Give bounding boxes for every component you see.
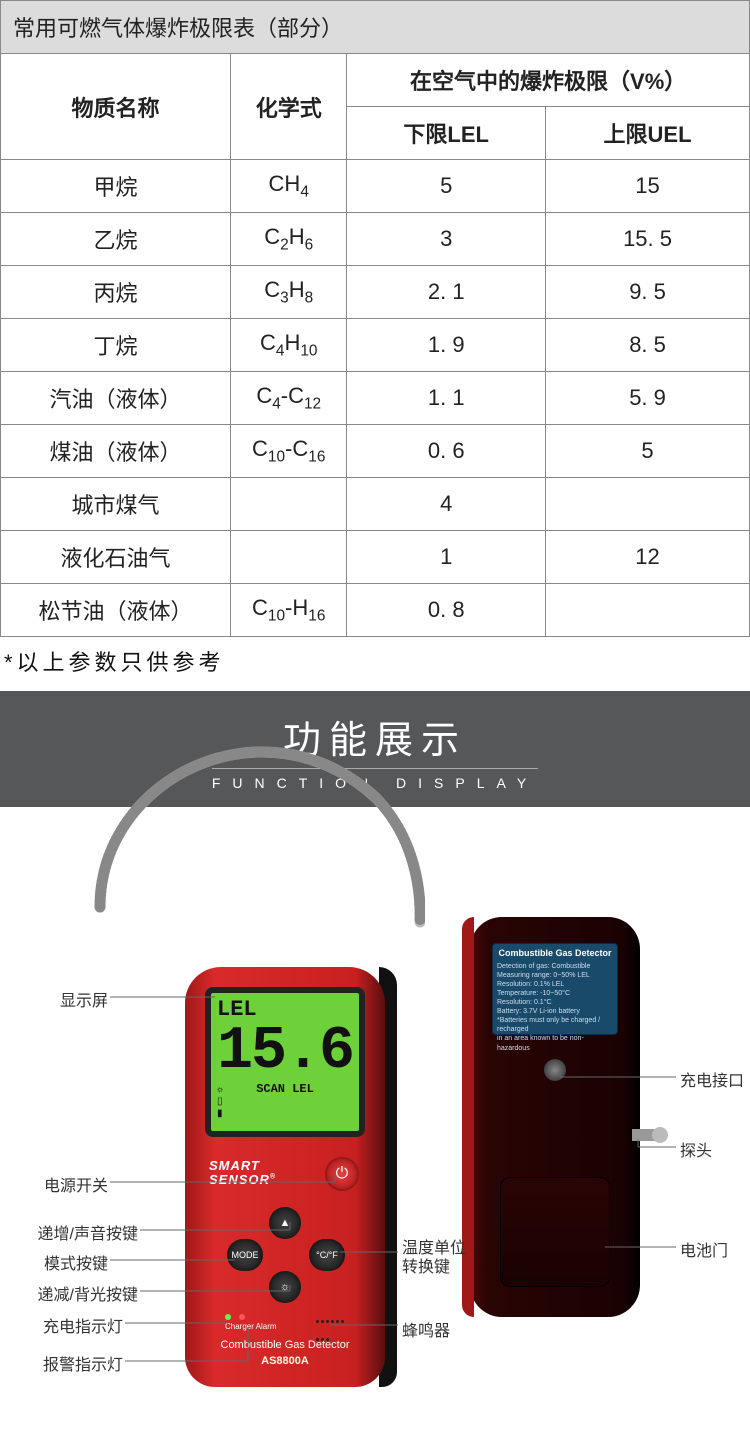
charge-port (544, 1059, 566, 1081)
cell-formula (231, 478, 347, 531)
label-mode: 模式按键 (8, 1250, 108, 1274)
brand-logo: SMARTSENSOR® (209, 1159, 276, 1186)
device-back: Combustible Gas Detector Detection of ga… (470, 917, 640, 1317)
up-button[interactable]: ▲ (269, 1207, 301, 1239)
down-button[interactable]: ☼ (269, 1271, 301, 1303)
banner-title-cn: 功能展示 (0, 709, 750, 764)
cell-lel: 0. 8 (347, 584, 546, 637)
led-indicators: Charger Alarm (225, 1313, 277, 1331)
cell-formula: CH4 (231, 160, 347, 213)
cell-lel: 4 (347, 478, 546, 531)
table-row: 丙烷C3H82. 19. 5 (1, 266, 750, 319)
table-row: 丁烷C4H101. 98. 5 (1, 319, 750, 372)
explosion-limits-table: 常用可燃气体爆炸极限表（部分） 物质名称 化学式 在空气中的爆炸极限（V%） 下… (0, 0, 750, 637)
cell-name: 煤油（液体） (1, 425, 231, 478)
cell-uel: 15. 5 (546, 213, 750, 266)
label-buzzer: 蜂鸣器 (402, 1317, 450, 1341)
label-display: 显示屏 (8, 987, 108, 1011)
battery-door (500, 1177, 610, 1287)
table-note: *以上参数只供参考 (0, 637, 750, 691)
cell-formula: C10-C16 (231, 425, 347, 478)
function-banner: 功能展示 FUNCTION DISPLAY (0, 691, 750, 807)
temp-unit-button[interactable]: °C/°F (309, 1239, 345, 1271)
cell-uel: 15 (546, 160, 750, 213)
table-row: 汽油（液体）C4-C121. 15. 9 (1, 372, 750, 425)
cell-name: 丁烷 (1, 319, 231, 372)
cell-uel: 9. 5 (546, 266, 750, 319)
model-number: AS8800A (185, 1355, 385, 1367)
cell-name: 乙烷 (1, 213, 231, 266)
lcd-screen: LEL 15.6 SCAN LEL ☼▯▮ (205, 987, 365, 1137)
device-front: LEL 15.6 SCAN LEL ☼▯▮ SMARTSENSOR® ⏻ ▲ M… (185, 917, 385, 1387)
product-diagram: LEL 15.6 SCAN LEL ☼▯▮ SMARTSENSOR® ⏻ ▲ M… (0, 807, 750, 1447)
label-charge-led: 充电指示灯 (8, 1313, 123, 1337)
cell-lel: 2. 1 (347, 266, 546, 319)
screen-reading: 15.6 (217, 1022, 353, 1082)
cell-formula: C3H8 (231, 266, 347, 319)
label-battery-door: 电池门 (680, 1237, 728, 1261)
cell-lel: 1. 9 (347, 319, 546, 372)
label-temp-unit: 温度单位转换键 (402, 1239, 466, 1277)
cell-formula: C10-H16 (231, 584, 347, 637)
col-lel: 下限LEL (347, 107, 546, 160)
col-substance: 物质名称 (1, 54, 231, 160)
cell-formula: C4H10 (231, 319, 347, 372)
table-row: 松节油（液体）C10-H160. 8 (1, 584, 750, 637)
buzzer-grille (315, 1311, 345, 1331)
col-limits-group: 在空气中的爆炸极限（V%） (347, 54, 750, 107)
device-label: Combustible Gas Detector (185, 1339, 385, 1351)
banner-title-en: FUNCTION DISPLAY (212, 768, 538, 791)
table-row: 城市煤气 4 (1, 478, 750, 531)
cell-formula: C4-C12 (231, 372, 347, 425)
mode-button[interactable]: MODE (227, 1239, 263, 1271)
label-alarm-led: 报警指示灯 (8, 1351, 123, 1375)
power-button[interactable]: ⏻ (325, 1157, 359, 1191)
cell-formula (231, 531, 347, 584)
label-power: 电源开关 (8, 1172, 108, 1196)
label-charge-port: 充电接口 (680, 1067, 744, 1091)
cell-name: 松节油（液体） (1, 584, 231, 637)
cell-lel: 1 (347, 531, 546, 584)
cell-uel: 12 (546, 531, 750, 584)
cell-lel: 3 (347, 213, 546, 266)
cell-lel: 1. 1 (347, 372, 546, 425)
cell-name: 丙烷 (1, 266, 231, 319)
label-probe: 探头 (680, 1137, 712, 1161)
col-uel: 上限UEL (546, 107, 750, 160)
spec-plate: Combustible Gas Detector Detection of ga… (492, 943, 618, 1035)
label-inc-sound: 递增/声音按键 (8, 1220, 138, 1244)
cell-uel: 8. 5 (546, 319, 750, 372)
cell-lel: 0. 6 (347, 425, 546, 478)
cell-name: 液化石油气 (1, 531, 231, 584)
cell-formula: C2H6 (231, 213, 347, 266)
label-dec-backlight: 递减/背光按键 (8, 1281, 138, 1305)
cell-uel: 5. 9 (546, 372, 750, 425)
table-row: 煤油（液体）C10-C160. 65 (1, 425, 750, 478)
cell-name: 甲烷 (1, 160, 231, 213)
cell-name: 汽油（液体） (1, 372, 231, 425)
table-row: 甲烷CH4515 (1, 160, 750, 213)
cell-uel: 5 (546, 425, 750, 478)
cell-name: 城市煤气 (1, 478, 231, 531)
table-row: 乙烷C2H6315. 5 (1, 213, 750, 266)
probe-connector (632, 1117, 668, 1153)
cell-uel (546, 584, 750, 637)
cell-uel (546, 478, 750, 531)
cell-lel: 5 (347, 160, 546, 213)
table-title: 常用可燃气体爆炸极限表（部分） (1, 1, 750, 54)
col-formula: 化学式 (231, 54, 347, 160)
table-row: 液化石油气 112 (1, 531, 750, 584)
